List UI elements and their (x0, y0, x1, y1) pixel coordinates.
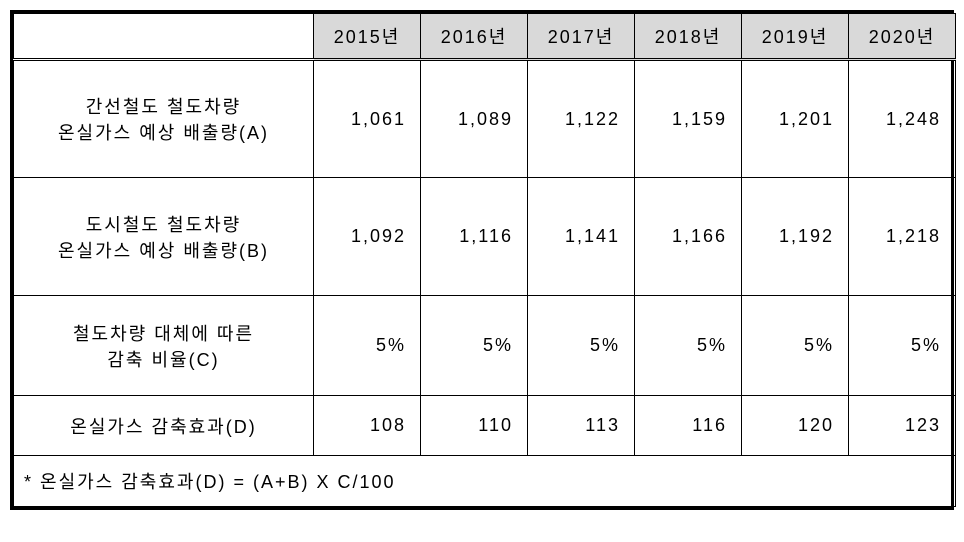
footnote-row: * 온실가스 감축효과(D) = (A+B) X C/100 (14, 456, 956, 507)
cell: 1,192 (742, 178, 849, 296)
table-header-row: 2015년 2016년 2017년 2018년 2019년 2020년 (14, 14, 956, 60)
cell: 1,092 (314, 178, 421, 296)
table-row: 도시철도 철도차량온실가스 예상 배출량(B) 1,092 1,116 1,14… (14, 178, 956, 296)
table-row: 온실가스 감축효과(D) 108 110 113 116 120 123 (14, 396, 956, 456)
footnote-text: * 온실가스 감축효과(D) = (A+B) X C/100 (14, 456, 956, 507)
cell: 1,141 (528, 178, 635, 296)
row-header-b: 도시철도 철도차량온실가스 예상 배출량(B) (14, 178, 314, 296)
col-header-2016: 2016년 (421, 14, 528, 60)
cell: 5% (421, 296, 528, 396)
cell: 1,159 (635, 60, 742, 178)
col-header-2019: 2019년 (742, 14, 849, 60)
col-header-2017: 2017년 (528, 14, 635, 60)
cell: 110 (421, 396, 528, 456)
cell: 1,201 (742, 60, 849, 178)
cell: 120 (742, 396, 849, 456)
row-header-a: 간선철도 철도차량온실가스 예상 배출량(A) (14, 60, 314, 178)
cell: 5% (528, 296, 635, 396)
cell: 1,122 (528, 60, 635, 178)
cell: 113 (528, 396, 635, 456)
col-header-2015: 2015년 (314, 14, 421, 60)
row-header-c: 철도차량 대체에 따른감축 비율(C) (14, 296, 314, 396)
col-header-2020: 2020년 (849, 14, 956, 60)
row-header-d: 온실가스 감축효과(D) (14, 396, 314, 456)
cell: 5% (314, 296, 421, 396)
table-body: 간선철도 철도차량온실가스 예상 배출량(A) 1,061 1,089 1,12… (14, 60, 956, 507)
cell: 1,166 (635, 178, 742, 296)
cell: 5% (849, 296, 956, 396)
cell: 1,061 (314, 60, 421, 178)
cell: 5% (635, 296, 742, 396)
cell: 1,089 (421, 60, 528, 178)
cell: 108 (314, 396, 421, 456)
col-header-2018: 2018년 (635, 14, 742, 60)
cell: 1,116 (421, 178, 528, 296)
emissions-table-wrapper: 2015년 2016년 2017년 2018년 2019년 2020년 간선철도… (10, 10, 954, 510)
cell: 116 (635, 396, 742, 456)
emissions-table: 2015년 2016년 2017년 2018년 2019년 2020년 간선철도… (13, 13, 956, 507)
col-header-blank (14, 14, 314, 60)
table-row: 철도차량 대체에 따른감축 비율(C) 5% 5% 5% 5% 5% 5% (14, 296, 956, 396)
cell: 5% (742, 296, 849, 396)
table-row: 간선철도 철도차량온실가스 예상 배출량(A) 1,061 1,089 1,12… (14, 60, 956, 178)
cell: 1,248 (849, 60, 956, 178)
cell: 123 (849, 396, 956, 456)
cell: 1,218 (849, 178, 956, 296)
